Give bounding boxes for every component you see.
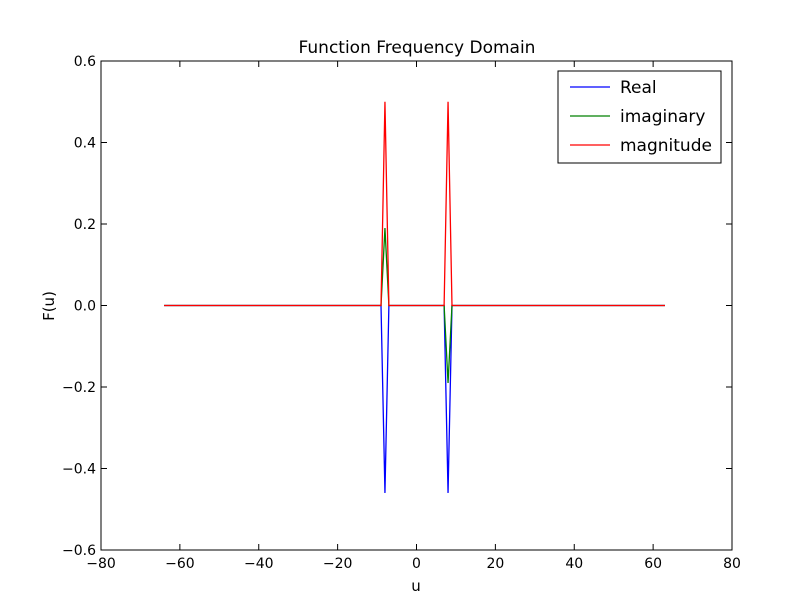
legend-label-real: Real	[620, 78, 657, 98]
x-tick-label: 0	[412, 556, 421, 572]
legend-label-imaginary: imaginary	[620, 107, 705, 127]
x-tick-label: −80	[86, 556, 116, 572]
legend-frame	[557, 70, 722, 164]
y-tick-label: 0.4	[74, 136, 96, 152]
x-tick-label: 80	[723, 556, 741, 572]
y-tick-label: 0.0	[74, 299, 96, 315]
x-tick-label: −40	[244, 556, 274, 572]
chart-title: Function Frequency Domain	[299, 38, 536, 58]
x-tick-label: −60	[165, 556, 195, 572]
y-tick-label: 0.2	[74, 217, 96, 233]
x-tick-label: 40	[565, 556, 583, 572]
y-tick-label: −0.6	[62, 543, 96, 559]
y-axis-label: F(u)	[40, 291, 58, 321]
x-axis-label: u	[411, 577, 421, 595]
x-tick-label: 60	[644, 556, 662, 572]
y-tick-label: 0.6	[74, 54, 96, 70]
legend: Real imaginary magnitude	[557, 70, 722, 164]
tick-layer: −80 −60 −40 −20 0 20 40 60 80 −0.6 −0.4 −0.2 0.0 0.2 0…	[62, 54, 741, 572]
series-layer	[164, 101, 665, 493]
series-line-magnitude	[164, 101, 665, 307]
y-tick-label: −0.4	[62, 462, 96, 478]
legend-label-magnitude: magnitude	[620, 136, 712, 156]
y-tick-label: −0.2	[62, 380, 96, 396]
x-tick-label: −20	[323, 556, 353, 572]
x-tick-label: 20	[486, 556, 504, 572]
